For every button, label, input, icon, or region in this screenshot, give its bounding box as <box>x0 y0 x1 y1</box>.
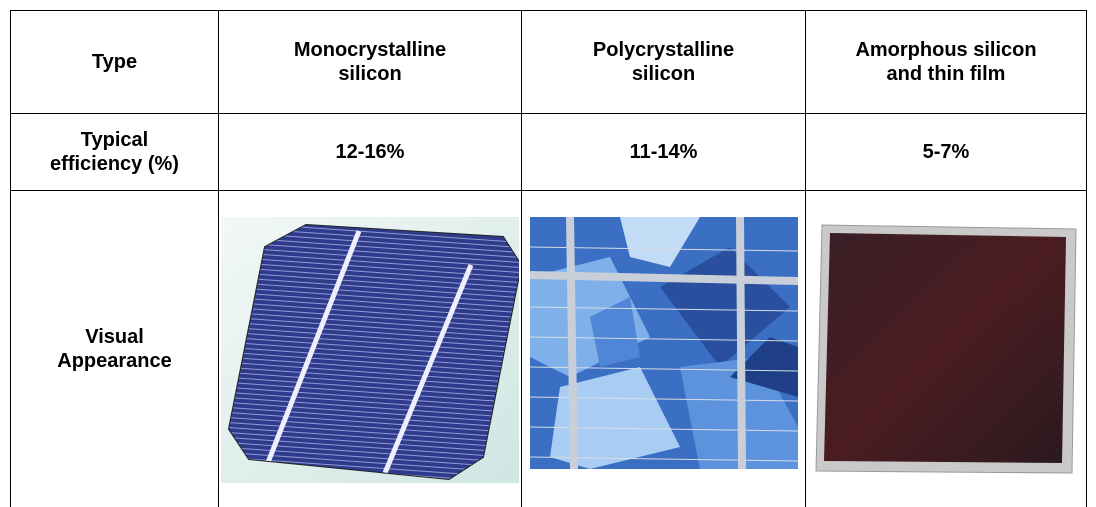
header-cell: Monocrystalline silicon <box>219 11 522 114</box>
header-cell: Amorphous silicon and thin film <box>806 11 1087 114</box>
cell: 12-16% <box>219 114 522 191</box>
cell: 11-14% <box>522 114 806 191</box>
image-cell <box>806 191 1087 507</box>
header-row: Type Monocrystalline silicon Polycrystal… <box>11 11 1087 114</box>
image-cell <box>219 191 522 507</box>
image-cell <box>522 191 806 507</box>
mono-cell-image <box>221 217 519 483</box>
page: {"table": { "header": ["Type", "Monocrys… <box>0 0 1096 461</box>
header-cell: Polycrystalline silicon <box>522 11 806 114</box>
efficiency-row: Typical efficiency (%) 12-16% 11-14% 5-7… <box>11 114 1087 191</box>
appearance-row: Visual Appearance <box>11 191 1087 507</box>
row-label: Typical efficiency (%) <box>11 114 219 191</box>
poly-cell-image <box>530 217 798 469</box>
cell: 5-7% <box>806 114 1087 191</box>
row-label: Visual Appearance <box>11 191 219 507</box>
header-cell: Type <box>11 11 219 114</box>
comparison-table: Type Monocrystalline silicon Polycrystal… <box>10 10 1087 507</box>
thin-film-cell-image <box>810 217 1082 479</box>
